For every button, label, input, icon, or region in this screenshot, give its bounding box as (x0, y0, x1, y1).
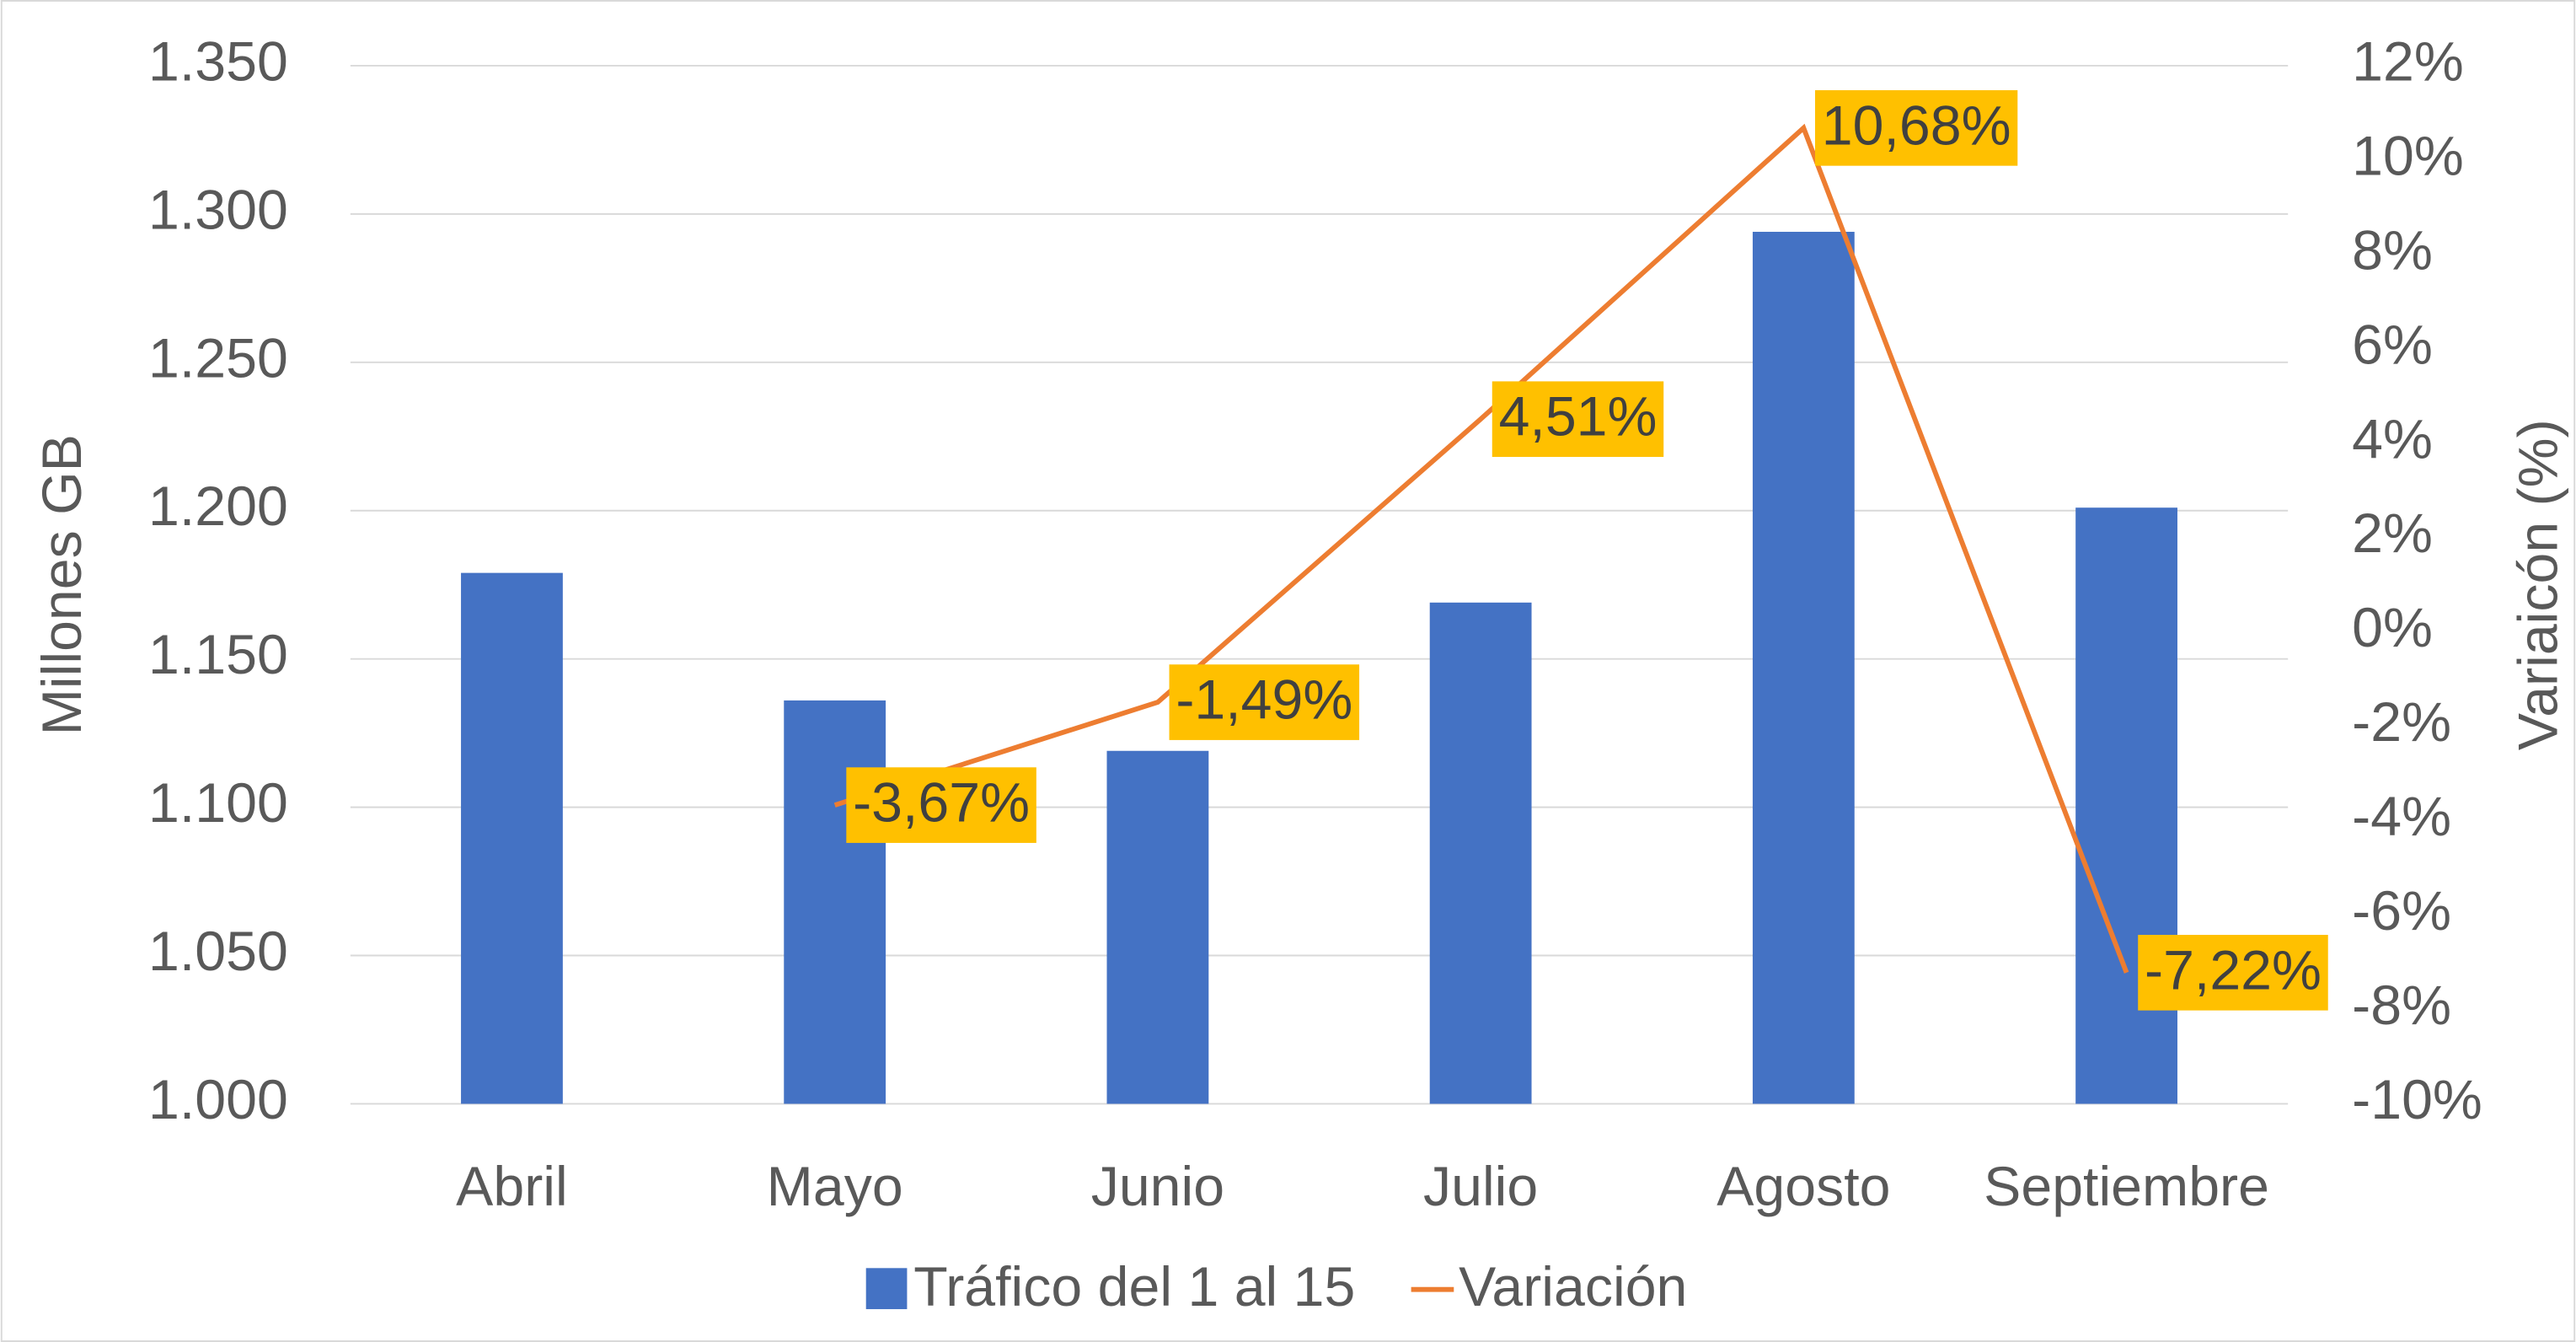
bar (2075, 507, 2177, 1104)
y2-tick-label: 6% (2352, 314, 2433, 376)
y2-tick-label: 2% (2352, 502, 2433, 565)
x-tick-label: Mayo (767, 1156, 903, 1218)
y2-axis-title: Variaicón (%) (2508, 419, 2570, 750)
y-tick-label: 1.100 (148, 772, 288, 835)
x-tick-label: Septiembre (1984, 1156, 2269, 1218)
data-label: 4,51% (1499, 386, 1658, 448)
bar (784, 700, 886, 1104)
data-label: -7,22% (2145, 939, 2322, 1001)
line (833, 123, 2129, 974)
x-tick-label: Agosto (1716, 1156, 1890, 1218)
y2-tick-label: 0% (2352, 597, 2433, 659)
bar (1752, 231, 1855, 1104)
data-label-box (1169, 664, 1360, 740)
y-tick-label: 1.350 (148, 30, 288, 93)
legend-swatch (865, 1268, 908, 1310)
data-label: -1,49% (1176, 669, 1352, 732)
y2-tick-label: 12% (2352, 30, 2464, 93)
y-tick-label: 1.000 (148, 1069, 288, 1131)
data-label-box (1492, 381, 1664, 458)
x-tick-label: Julio (1423, 1156, 1538, 1218)
y-tick-label: 1.250 (148, 327, 288, 389)
y-axis-title: Millones GB (31, 434, 94, 735)
y2-tick-label: -8% (2352, 974, 2451, 1037)
data-label-box (2138, 935, 2328, 1011)
data-label: 10,68% (1822, 94, 2011, 157)
y-tick-label: 1.050 (148, 921, 288, 983)
x-tick-label: Abril (456, 1156, 568, 1218)
legend-label: Variación (1459, 1256, 1687, 1318)
y-tick-label: 1.150 (148, 624, 288, 686)
y2-tick-label: -6% (2352, 880, 2451, 942)
data-label: -3,67% (853, 772, 1030, 835)
y2-tick-label: 4% (2352, 408, 2433, 470)
data-label-box (1814, 90, 2018, 166)
y-tick-label: 1.300 (148, 179, 288, 241)
y2-tick-label: -4% (2352, 786, 2451, 848)
y2-tick-label: -10% (2352, 1069, 2482, 1131)
x-tick-label: Junio (1091, 1156, 1224, 1218)
y2-tick-label: 10% (2352, 125, 2464, 187)
bar (1106, 750, 1209, 1104)
y2-tick-label: -2% (2352, 691, 2451, 754)
legend-label: Tráfico del 1 al 15 (913, 1256, 1355, 1318)
y-tick-label: 1.200 (148, 475, 288, 538)
bar (1429, 602, 1532, 1104)
data-label-box (846, 767, 1036, 843)
bar (461, 572, 563, 1104)
y2-tick-label: 8% (2352, 219, 2433, 282)
